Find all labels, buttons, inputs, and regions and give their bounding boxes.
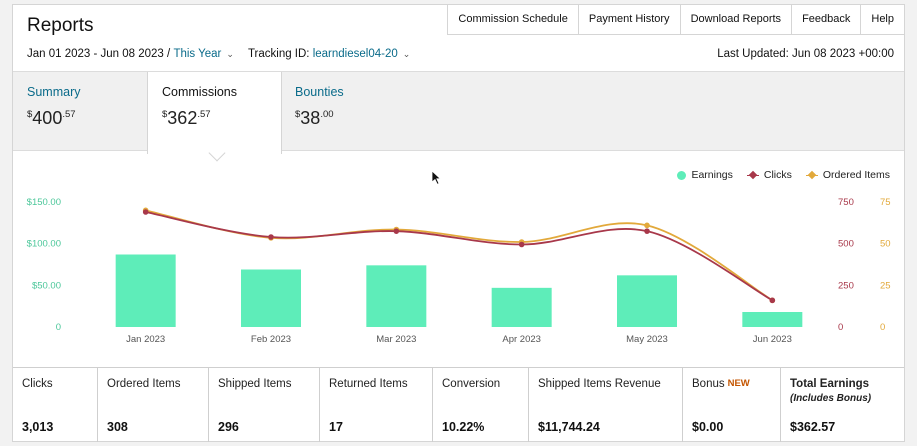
- stat-shipped-items: Shipped Items 296: [209, 368, 320, 442]
- filter-bar: Jan 01 2023 - Jun 08 2023 / This Year ⌄ …: [27, 48, 424, 60]
- y-left-tick-label: $100.00: [27, 239, 61, 250]
- earnings-swatch-icon: [677, 170, 687, 180]
- feedback-button[interactable]: Feedback: [792, 5, 862, 34]
- y-right-clicks-tick-label: 750: [838, 197, 854, 208]
- x-tick-label: Jun 2023: [753, 334, 792, 345]
- stat-bonus: Bonus NEW $0.00: [683, 368, 781, 442]
- x-tick-label: Feb 2023: [251, 334, 291, 345]
- stat-total-earnings: Total Earnings (Includes Bonus) $362.57: [790, 378, 872, 434]
- y-right-clicks-tick-label: 0: [838, 322, 843, 333]
- earnings-bar: [241, 269, 301, 327]
- summary-tabs: Summary $400.57 Commissions $362.57 Boun…: [13, 71, 904, 154]
- earnings-bar: [491, 287, 552, 327]
- tab-amount: $400.57: [27, 108, 76, 128]
- date-range-text: Jan 01 2023 - Jun 08 2023 /: [27, 48, 171, 60]
- x-tick-label: Jan 2023: [126, 334, 165, 345]
- clicks-point: [393, 228, 400, 234]
- y-right-clicks-tick-label: 500: [838, 239, 854, 250]
- earnings-bar: [742, 312, 803, 327]
- tab-summary[interactable]: Summary $400.57: [13, 72, 94, 152]
- help-button[interactable]: Help: [861, 5, 904, 34]
- tab-amount: $362.57: [162, 108, 211, 128]
- clicks-point: [268, 234, 274, 240]
- last-updated-text: Last Updated: Jun 08 2023 +00:00: [717, 48, 894, 60]
- earnings-bar: [366, 265, 427, 327]
- x-tick-label: May 2023: [626, 334, 668, 345]
- stat-conversion: Conversion 10.22%: [433, 368, 529, 442]
- chevron-down-icon[interactable]: ⌄: [402, 48, 411, 59]
- mouse-cursor-icon: [431, 170, 442, 185]
- chart-legend: Earnings Clicks Ordered Items: [677, 169, 890, 181]
- page-title: Reports: [27, 15, 94, 36]
- chevron-down-icon[interactable]: ⌄: [226, 48, 234, 59]
- ordered-items-point: [644, 222, 650, 229]
- stat-clicks: Clicks 3,013: [13, 368, 98, 442]
- tab-commissions[interactable]: Commissions $362.57: [147, 72, 282, 154]
- period-dropdown[interactable]: This Year: [173, 48, 222, 60]
- tab-amount: $38.00: [295, 108, 334, 128]
- clicks-point: [518, 241, 525, 248]
- y-right-clicks-tick-label: 250: [838, 280, 854, 291]
- tracking-id-label: Tracking ID:: [247, 48, 310, 60]
- tab-label: Bounties: [295, 85, 344, 99]
- ordered-items-swatch-icon: [805, 171, 818, 180]
- earnings-bar: [115, 254, 176, 327]
- stat-returned-items: Returned Items 17: [320, 368, 433, 442]
- y-left-tick-label: $50.00: [32, 280, 61, 291]
- commission-schedule-button[interactable]: Commission Schedule: [448, 5, 579, 34]
- payment-history-button[interactable]: Payment History: [578, 5, 681, 34]
- y-left-tick-label: 0: [56, 322, 61, 333]
- top-navigation: Commission Schedule Payment History Down…: [447, 5, 904, 35]
- clicks-line: [145, 211, 773, 302]
- tab-bounties[interactable]: Bounties $38.00: [281, 72, 358, 152]
- tracking-id-dropdown[interactable]: learndiesel04-20: [312, 48, 398, 60]
- y-right-ordered-tick-label: 25: [880, 280, 891, 291]
- tab-label: Commissions: [162, 85, 238, 99]
- y-left-tick-label: $150.00: [27, 197, 61, 208]
- x-tick-label: Apr 2023: [502, 334, 541, 345]
- y-right-ordered-tick-label: 75: [880, 197, 891, 208]
- stat-ordered-items: Ordered Items 308: [98, 368, 209, 442]
- reports-panel: Reports Commission Schedule Payment Hist…: [12, 4, 905, 442]
- legend-clicks[interactable]: Clicks: [746, 169, 792, 181]
- ordered-items-line: [145, 209, 773, 302]
- clicks-swatch-icon: [746, 171, 759, 180]
- stats-bar: Clicks 3,013 Ordered Items 308 Shipped Ite…: [13, 367, 904, 442]
- legend-ordered-items[interactable]: Ordered Items: [805, 169, 890, 181]
- clicks-point: [769, 297, 776, 304]
- legend-earnings[interactable]: Earnings: [677, 169, 733, 181]
- tab-label: Summary: [27, 85, 81, 99]
- x-tick-label: Mar 2023: [376, 334, 416, 345]
- earnings-bar: [617, 275, 677, 327]
- y-right-ordered-tick-label: 0: [880, 322, 885, 333]
- earnings-chart: 0 $50.00 $100.00 $150.00 0 250 500 750 0 25 50 75 Ja…: [27, 197, 891, 345]
- download-reports-button[interactable]: Download Reports: [680, 5, 793, 34]
- y-right-ordered-tick-label: 50: [880, 239, 891, 250]
- clicks-point: [142, 209, 149, 215]
- clicks-point: [644, 228, 650, 234]
- stat-shipped-revenue: Shipped Items Revenue $11,744.24: [529, 368, 683, 442]
- new-badge: NEW: [727, 378, 750, 389]
